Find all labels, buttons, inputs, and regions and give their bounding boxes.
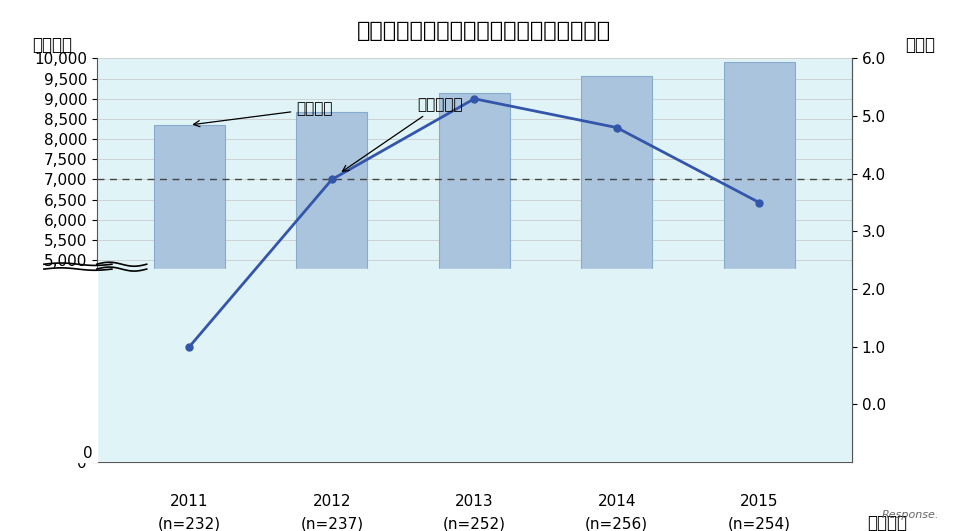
Text: （億円）: （億円）: [33, 37, 73, 54]
Text: 2015: 2015: [740, 494, 778, 509]
Bar: [97, 269, 852, 462]
Text: 2011: 2011: [170, 494, 209, 509]
Text: (n=252): (n=252): [442, 517, 506, 531]
Bar: [724, 62, 795, 462]
Text: (n=256): (n=256): [586, 517, 649, 531]
Text: 対前年度比: 対前年度比: [343, 97, 463, 172]
Text: (n=237): (n=237): [300, 517, 363, 531]
Text: （年度）: （年度）: [867, 515, 907, 531]
Bar: [154, 125, 225, 462]
Text: Response.: Response.: [882, 510, 939, 520]
Bar: [439, 93, 510, 462]
Text: 2013: 2013: [455, 494, 494, 509]
Text: 総売上高: 総売上高: [194, 101, 333, 127]
Text: (n=254): (n=254): [728, 517, 791, 531]
Text: (n=232): (n=232): [158, 517, 221, 531]
Text: 2012: 2012: [313, 494, 351, 509]
Text: （％）: （％）: [905, 37, 935, 54]
Bar: [581, 76, 652, 462]
Bar: [0, 270, 97, 461]
Bar: [296, 112, 368, 462]
Text: 2014: 2014: [597, 494, 636, 509]
Text: 0: 0: [83, 446, 93, 461]
Text: レンタカー事業者の売上高合計（年度別）: レンタカー事業者の売上高合計（年度別）: [357, 21, 611, 41]
